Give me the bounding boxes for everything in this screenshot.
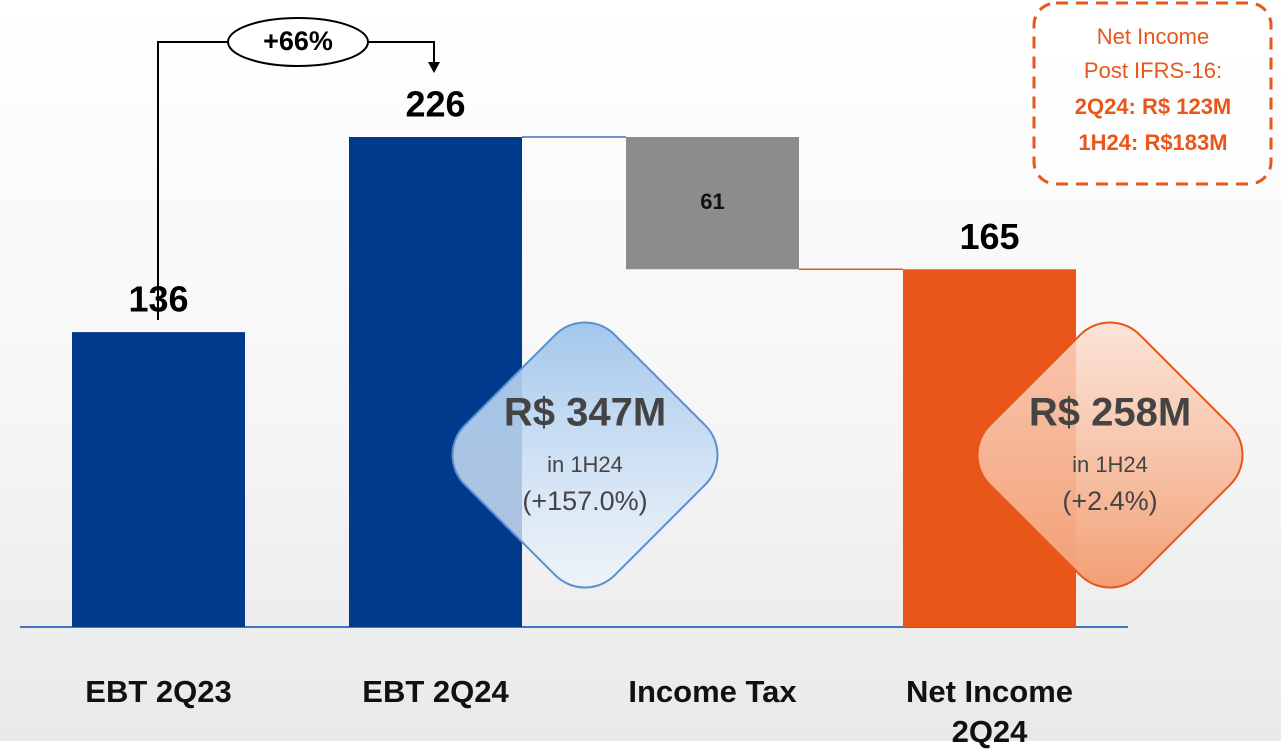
bar [72, 332, 245, 627]
value-label: 136 [128, 279, 188, 320]
bracket [368, 41, 435, 64]
badge [976, 321, 1244, 589]
badge-period: in 1H24 [1072, 452, 1148, 477]
callout-box [1032, 1, 1273, 186]
x-tick-label: Income Tax [628, 674, 797, 709]
callout-text: Post IFRS-16: [1084, 58, 1222, 83]
bar [626, 137, 799, 270]
value-label: 226 [405, 84, 465, 125]
x-tick-label: EBT 2Q24 [362, 674, 509, 709]
growth-label: +66% [263, 26, 333, 56]
badge-value: R$ 258M [1029, 391, 1191, 435]
badge [451, 321, 719, 589]
value-label: 165 [959, 216, 1019, 257]
callout-text: 2Q24: R$ 123M [1075, 94, 1232, 119]
badge-value: R$ 347M [504, 391, 666, 435]
bar [349, 137, 522, 627]
badge-period: in 1H24 [547, 452, 623, 477]
value-label: 61 [700, 189, 724, 214]
bracket [157, 41, 228, 320]
badge-change: (+157.0%) [522, 486, 647, 516]
arrow-head [428, 62, 440, 73]
x-tick-label: Net Income 2Q24 [905, 674, 1074, 749]
growth-bubble [227, 17, 369, 67]
callout-text: 1H24: R$183M [1078, 130, 1227, 155]
badge-change: (+2.4%) [1062, 486, 1157, 516]
callout-text: Net Income [1097, 24, 1210, 49]
x-tick-label: EBT 2Q23 [85, 674, 232, 709]
